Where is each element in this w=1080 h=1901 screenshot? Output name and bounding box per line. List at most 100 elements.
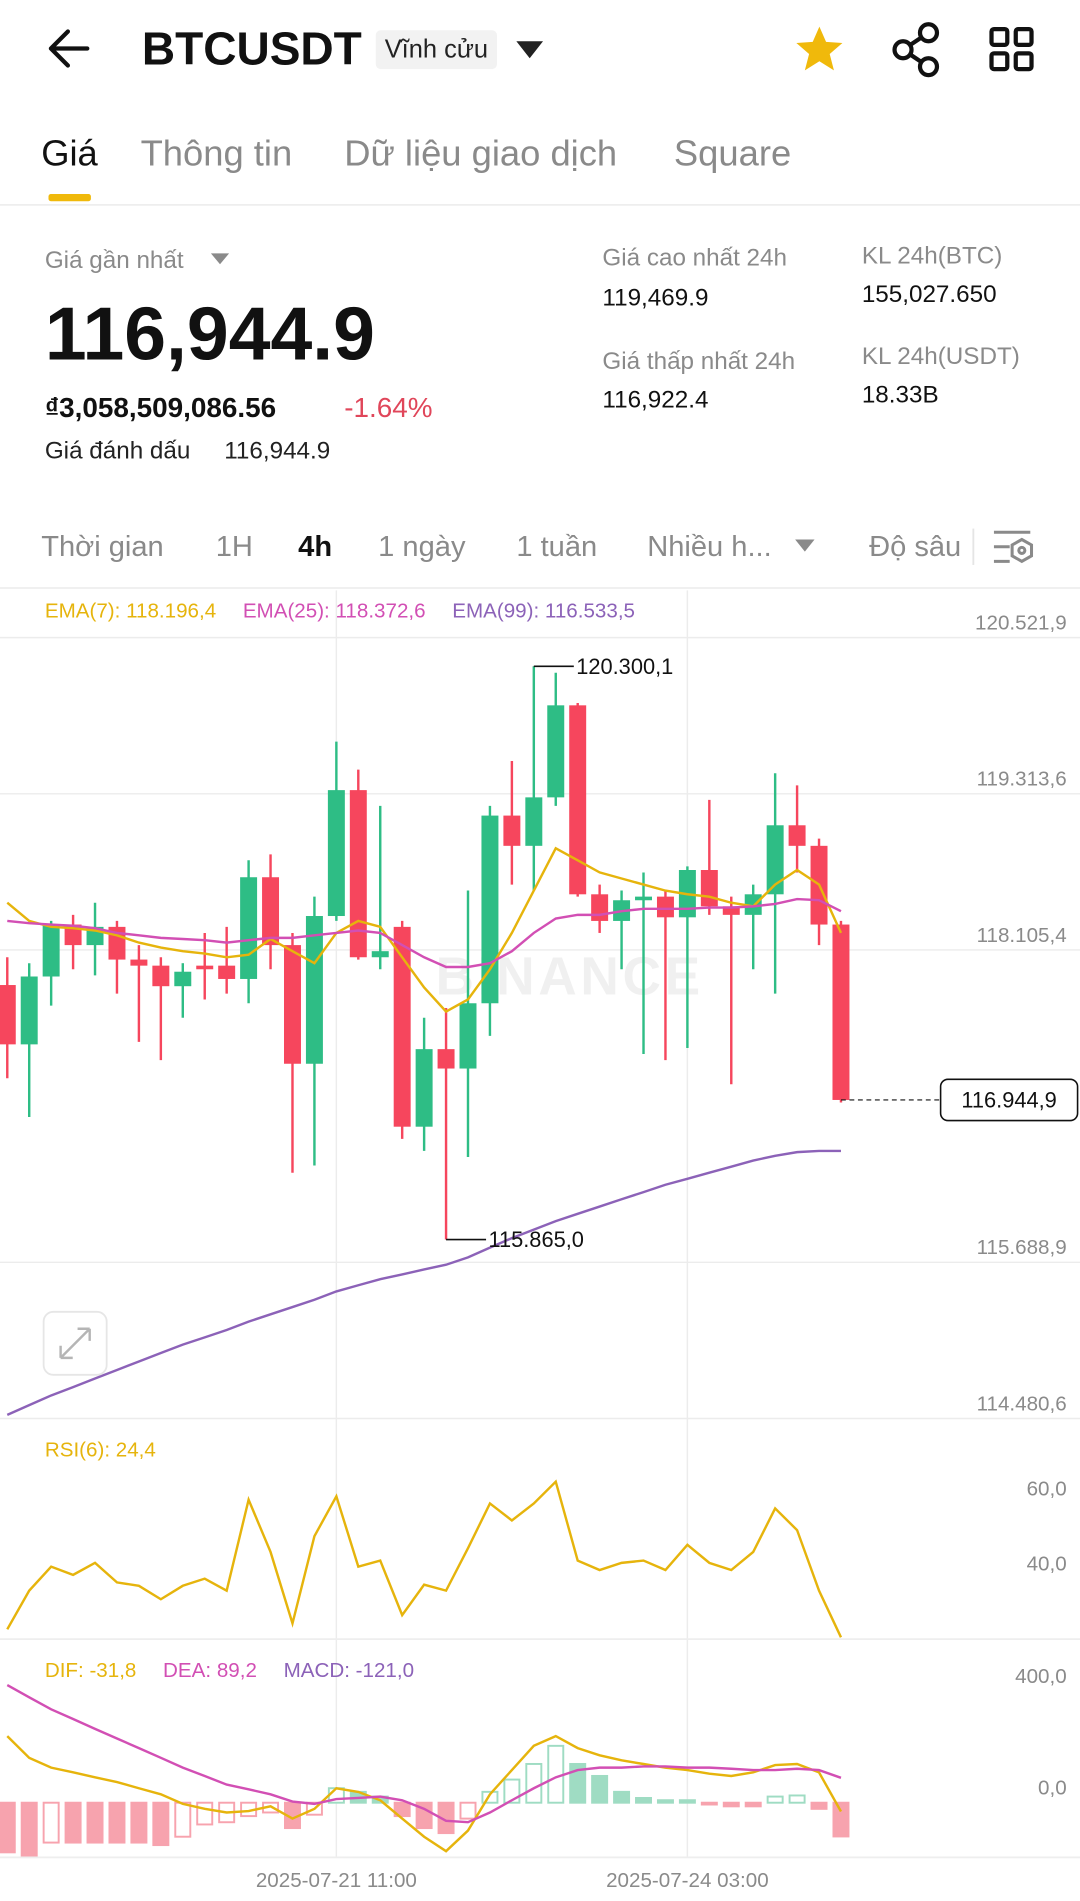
candle-body	[130, 959, 148, 966]
legend-entry: EMA(7): 118.196,4	[45, 600, 216, 623]
interval-bar: Thời gian 1H 4h 1 ngày 1 tuần Nhiều h...…	[0, 528, 1080, 589]
candle-body	[393, 926, 411, 1127]
macd-bar	[613, 1790, 631, 1804]
stat-value: 119,469.9	[602, 285, 708, 312]
symbol-title: BTCUSDT	[142, 22, 362, 74]
kline-chart: 2025-07-21 11:00 2025-07-24 03:00 120.521,…	[0, 590, 1080, 1892]
tab[interactable]: Dữ liệu giao dịch	[344, 132, 617, 173]
stat-label: Giá cao nhất 24h	[602, 245, 787, 272]
indicator-line	[6, 1684, 842, 1824]
fullscreen-button[interactable]	[42, 1310, 108, 1376]
mark-price-label: Giá đánh dấu	[45, 438, 191, 465]
more-menu[interactable]	[989, 26, 1034, 72]
indicator-line	[7, 897, 842, 969]
legend-entry: DEA: 89,2	[163, 1659, 257, 1682]
mark-price: 116,944.9	[224, 438, 330, 465]
candle-body	[700, 870, 718, 907]
candle-body	[218, 965, 236, 979]
tab[interactable]: Square	[674, 132, 791, 173]
indicator-line	[6, 1734, 843, 1853]
y-tick-label: 40,0	[1027, 1553, 1067, 1576]
badge-bg	[375, 30, 497, 70]
macd-bar	[744, 1801, 762, 1808]
candle-body	[152, 965, 170, 987]
macd-bar	[86, 1801, 104, 1844]
interval-dropdown[interactable]	[795, 539, 815, 552]
candle-body	[481, 815, 499, 1004]
stat-label: Giá thấp nhất 24h	[602, 348, 795, 375]
candle-body	[371, 951, 389, 958]
back-button[interactable]	[48, 29, 90, 68]
candle-body	[305, 916, 323, 1064]
watermark: BINANCE	[436, 948, 704, 1007]
macd-bar	[810, 1801, 828, 1810]
y-tick-label: 114.480,6	[977, 1392, 1067, 1415]
candle-body	[788, 825, 806, 846]
y-tick-label: 60,0	[1027, 1477, 1067, 1500]
stat-value: 18.33B	[862, 382, 939, 409]
contract-badge: Vĩnh cửu	[385, 36, 488, 64]
candle-body	[240, 877, 258, 979]
candle-body	[196, 965, 214, 970]
candle-body	[656, 896, 674, 918]
candle-body	[327, 790, 345, 917]
candle-body	[0, 985, 16, 1045]
symbol-dropdown[interactable]	[516, 41, 544, 59]
candle-body	[503, 815, 521, 846]
price-summary: Giá gần nhất 116,944.9 ₫3,058,509,086.56…	[45, 242, 1020, 464]
indicator-line	[6, 846, 843, 1014]
tab[interactable]: Thông tin	[141, 132, 293, 173]
macd-bar	[656, 1799, 674, 1804]
x-tick-label: 2025-07-21 11:00	[256, 1869, 417, 1892]
interval[interactable]: Thời gian	[41, 531, 164, 563]
macd-bar	[569, 1762, 587, 1804]
tab[interactable]: Giá	[41, 132, 98, 173]
macd-bar	[393, 1801, 411, 1818]
candle-body	[722, 906, 740, 915]
macd-bar	[722, 1801, 740, 1808]
interval[interactable]: 1H	[216, 531, 253, 563]
interval[interactable]: Nhiều h...	[647, 531, 771, 563]
last-price-box	[939, 1078, 1079, 1122]
interval[interactable]: 1 ngày	[378, 531, 466, 563]
macd-bar	[766, 1795, 784, 1804]
candle-body	[20, 976, 38, 1045]
legend-entry: DIF: -31,8	[45, 1659, 137, 1682]
legend-entry: RSI(6): 24,4	[45, 1438, 156, 1461]
macd-bar	[481, 1790, 499, 1804]
candle-body	[547, 705, 565, 798]
macd-bar	[832, 1801, 850, 1838]
macd-bar	[415, 1801, 433, 1830]
candle-body	[262, 877, 280, 946]
macd-bar	[130, 1801, 148, 1844]
extreme-label: 120.300,1	[576, 654, 673, 679]
y-tick-label: 400,0	[1015, 1665, 1067, 1688]
interval[interactable]: Độ sâu	[869, 531, 961, 563]
interval[interactable]: 1 tuần	[516, 531, 597, 563]
interval[interactable]: 4h	[298, 531, 332, 563]
macd-bar	[678, 1799, 696, 1804]
price-change: -1.64%	[344, 392, 432, 423]
macd-bar	[788, 1794, 806, 1804]
candle-body	[525, 797, 543, 846]
candle-body	[284, 945, 301, 1064]
price-type-dropdown[interactable]	[210, 253, 230, 265]
tabs: Giá Thông tin Dữ liệu giao dịch Square	[0, 132, 1080, 206]
macd-bar	[108, 1801, 126, 1844]
y-tick-label: 120.521,9	[975, 612, 1067, 635]
macd-bar	[64, 1801, 82, 1844]
chart-settings[interactable]	[993, 530, 1034, 564]
macd-bar	[152, 1801, 170, 1847]
share-button[interactable]	[892, 22, 940, 78]
last-price-label: Giá gần nhất	[45, 247, 184, 274]
macd-bar	[42, 1801, 60, 1844]
indicator-line	[6, 1479, 843, 1638]
y-tick-label: 115.688,9	[977, 1236, 1067, 1259]
candle-body	[459, 1003, 477, 1069]
fiat-price: ₫3,058,509,086.56	[45, 392, 276, 423]
favorite-star[interactable]	[796, 26, 843, 71]
candle-body	[349, 790, 367, 958]
candle-body	[437, 1049, 455, 1069]
